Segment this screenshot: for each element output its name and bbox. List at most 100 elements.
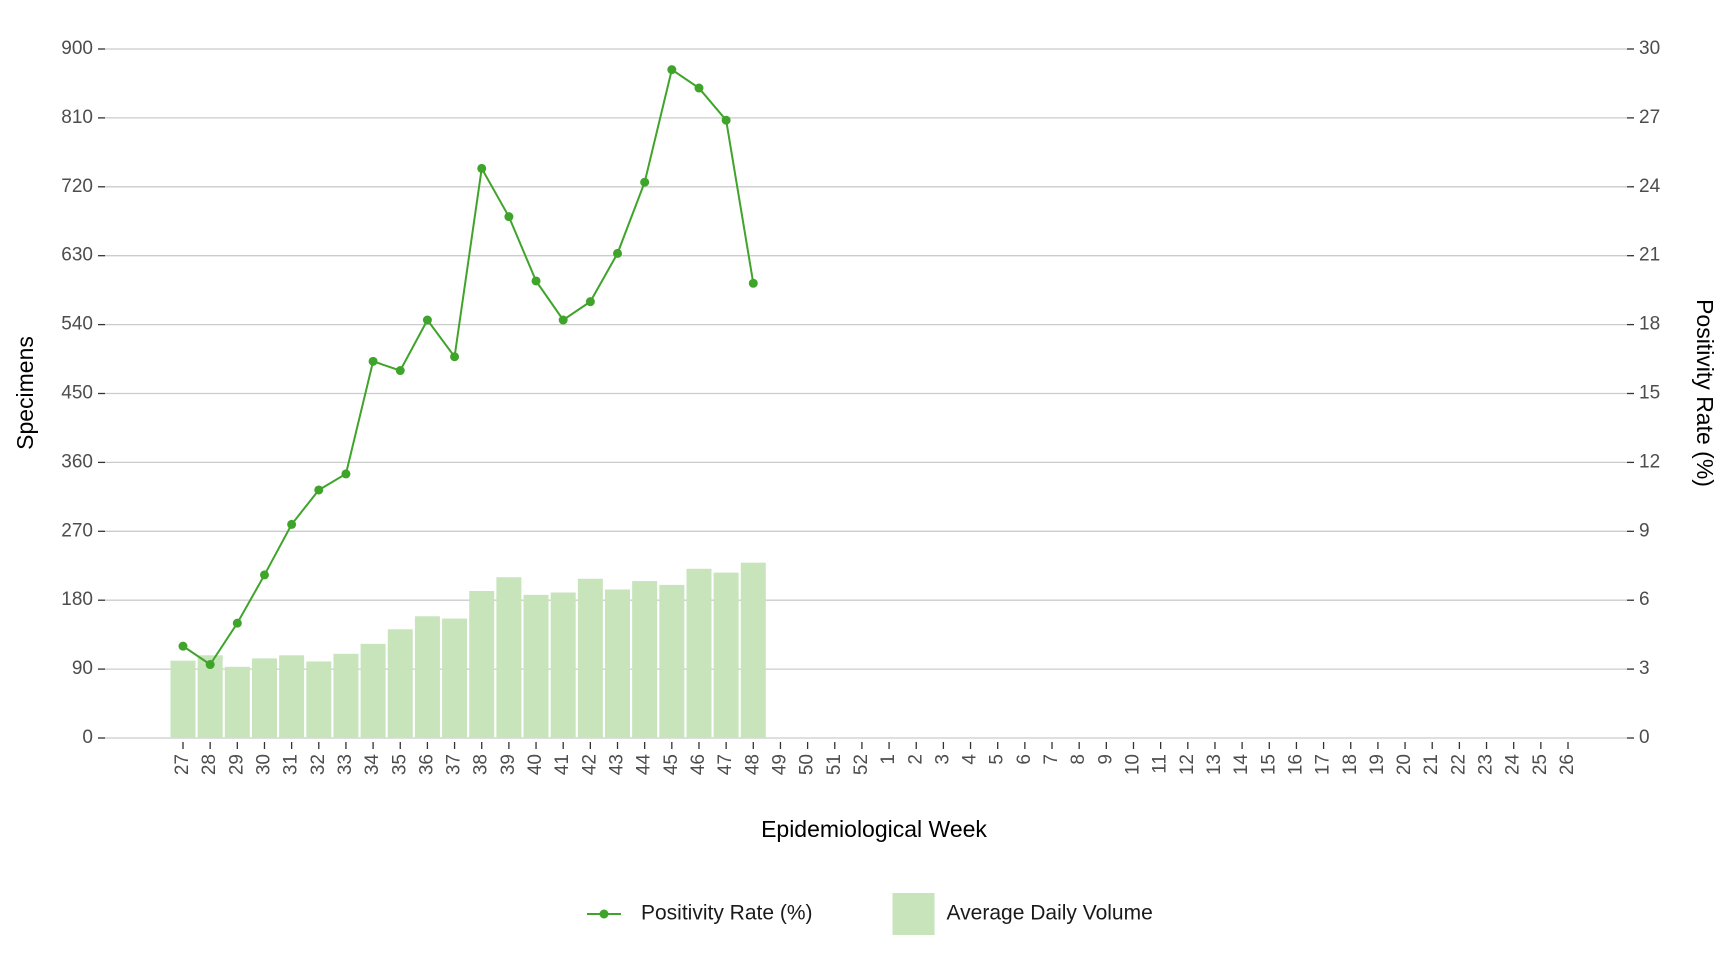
y-tick-label: 720 <box>61 176 93 197</box>
x-tick-label: 43 <box>607 754 628 775</box>
bar <box>659 584 685 738</box>
x-tick-label: 12 <box>1177 754 1198 775</box>
x-tick-label: 47 <box>715 754 736 775</box>
x-tick-label: 8 <box>1068 754 1089 765</box>
x-tick-label: 39 <box>498 754 519 775</box>
x-tick-label: 19 <box>1367 754 1388 775</box>
bar <box>224 666 250 738</box>
line-point <box>667 65 677 75</box>
bar <box>523 594 549 738</box>
bar <box>279 655 305 738</box>
x-tick-label: 10 <box>1123 754 1144 775</box>
y2-tick-label: 3 <box>1639 658 1650 679</box>
line-point <box>585 297 595 307</box>
line-point <box>395 366 405 376</box>
x-tick-label: 11 <box>1150 754 1171 774</box>
y2-tick-label: 24 <box>1639 176 1661 197</box>
x-tick-label: 6 <box>1014 754 1035 765</box>
legend-swatch <box>892 893 935 935</box>
line-point <box>721 115 731 125</box>
line-point <box>205 660 215 670</box>
y-tick-label: 540 <box>61 314 93 335</box>
x-tick-label: 38 <box>471 754 492 775</box>
x-tick-label: 37 <box>444 754 465 775</box>
y2-tick-label: 30 <box>1639 38 1660 59</box>
x-tick-label: 15 <box>1258 754 1279 775</box>
x-tick-label: 46 <box>688 754 709 775</box>
line-point <box>477 163 487 173</box>
x-tick-label: 16 <box>1285 754 1306 775</box>
x-axis-title: Epidemiological Week <box>761 816 987 842</box>
legend-marker <box>599 909 609 919</box>
y2-axis-title: Positivity Rate (%) <box>1692 299 1718 487</box>
bar <box>496 577 522 738</box>
y2-tick-label: 6 <box>1639 589 1650 610</box>
y-tick-label: 810 <box>61 107 93 128</box>
y-tick-label: 900 <box>61 38 93 59</box>
bar <box>170 660 196 738</box>
y-tick-label: 630 <box>61 245 93 266</box>
line-point <box>504 212 514 222</box>
y-tick-label: 360 <box>61 451 93 472</box>
x-tick-label: 5 <box>987 754 1008 765</box>
x-tick-label: 33 <box>335 754 356 775</box>
legend-label: Positivity Rate (%) <box>641 902 813 925</box>
line-point <box>368 356 378 366</box>
x-tick-label: 36 <box>416 754 437 775</box>
y2-tick-label: 27 <box>1639 107 1660 128</box>
bar <box>632 581 658 738</box>
x-tick-label: 1 <box>878 754 899 765</box>
bar <box>306 661 332 738</box>
x-tick-label: 17 <box>1313 754 1334 775</box>
line-point <box>613 248 623 258</box>
x-tick-label: 34 <box>362 754 383 776</box>
x-tick-label: 13 <box>1204 754 1225 775</box>
bar <box>333 653 359 738</box>
y2-tick-label: 0 <box>1639 727 1650 748</box>
x-tick-label: 35 <box>389 754 410 775</box>
x-tick-label: 45 <box>661 754 682 775</box>
x-tick-label: 41 <box>552 754 573 775</box>
x-tick-label: 22 <box>1448 754 1469 775</box>
x-tick-label: 40 <box>525 754 546 775</box>
bar <box>197 655 223 738</box>
bar <box>387 629 413 738</box>
x-tick-label: 48 <box>742 754 763 775</box>
bar <box>605 589 631 738</box>
x-tick-label: 29 <box>226 754 247 775</box>
y2-tick-label: 9 <box>1639 520 1650 541</box>
x-tick-label: 3 <box>932 754 953 765</box>
x-tick-label: 7 <box>1041 754 1062 765</box>
bar <box>414 616 440 738</box>
x-tick-label: 14 <box>1231 754 1252 776</box>
line-point <box>531 276 541 286</box>
x-tick-label: 28 <box>199 754 220 775</box>
x-tick-label: 44 <box>634 754 655 776</box>
x-tick-label: 50 <box>797 754 818 775</box>
y-tick-label: 450 <box>61 383 93 404</box>
x-tick-label: 27 <box>172 754 193 775</box>
line-point <box>259 570 269 580</box>
y-tick-label: 270 <box>61 520 93 541</box>
x-tick-label: 30 <box>253 754 274 775</box>
y-tick-label: 0 <box>82 727 93 748</box>
line-point <box>694 83 704 93</box>
line-point <box>341 469 351 479</box>
x-tick-label: 31 <box>281 754 302 775</box>
line-point <box>640 177 650 187</box>
line-point <box>178 641 188 651</box>
x-tick-label: 4 <box>960 754 981 765</box>
bar <box>740 562 766 738</box>
x-tick-label: 21 <box>1421 754 1442 775</box>
bar <box>713 572 739 738</box>
y2-tick-label: 12 <box>1639 451 1660 472</box>
line-point <box>287 519 297 529</box>
bar <box>686 568 712 738</box>
y2-tick-label: 15 <box>1639 383 1660 404</box>
x-tick-label: 52 <box>851 754 872 775</box>
line-point <box>232 618 242 628</box>
x-tick-label: 51 <box>824 754 845 775</box>
x-tick-label: 23 <box>1476 754 1497 775</box>
